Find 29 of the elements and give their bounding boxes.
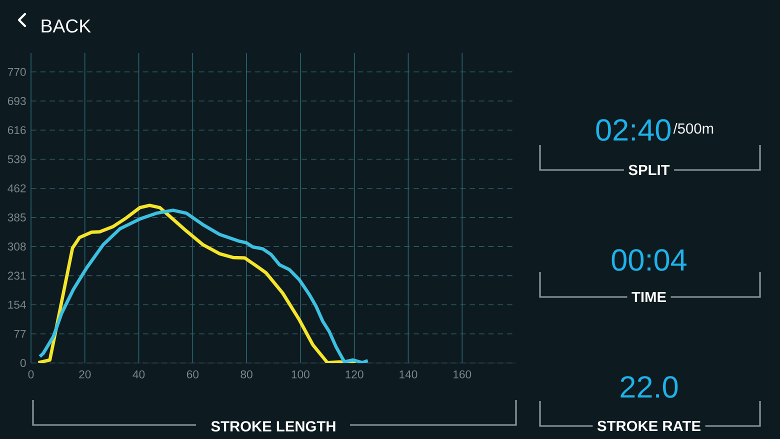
text: TIME — [632, 292, 666, 302]
x-tick-label: 60 — [186, 370, 199, 378]
x-tick-label: 120 — [346, 370, 364, 378]
y-tick-label: 385 — [8, 213, 26, 222]
text: 22.0 — [620, 376, 678, 398]
y-tick-label: 693 — [8, 97, 26, 106]
text: 00:04 — [612, 249, 686, 271]
text: BACK — [42, 19, 91, 33]
x-tick-label: 100 — [292, 370, 310, 378]
y-tick-label: 308 — [8, 242, 26, 251]
x-tick-label: 40 — [132, 370, 145, 378]
x-tick-label: 20 — [79, 370, 91, 378]
text: STROKE RATE — [597, 420, 700, 432]
y-tick-label: 770 — [8, 68, 26, 76]
y-tick-label: 154 — [8, 300, 26, 309]
y-tick-label: 0 — [20, 358, 26, 368]
x-tick-label: 140 — [400, 370, 418, 378]
x-axis-title: STROKE LENGTH — [211, 421, 336, 432]
y-tick-label: 616 — [8, 126, 26, 134]
x-tick-label: 160 — [454, 370, 472, 378]
x-tick-label: 80 — [240, 370, 252, 378]
x-tick-label: 0 — [28, 370, 34, 378]
y-tick-label: 231 — [8, 272, 26, 280]
text: SPLIT — [628, 164, 670, 176]
text: /500m — [673, 122, 714, 134]
y-tick-label: 462 — [8, 184, 26, 192]
text: 02:40 — [596, 119, 671, 141]
y-tick-label: 77 — [14, 330, 26, 338]
y-tick-label: 539 — [8, 155, 26, 164]
